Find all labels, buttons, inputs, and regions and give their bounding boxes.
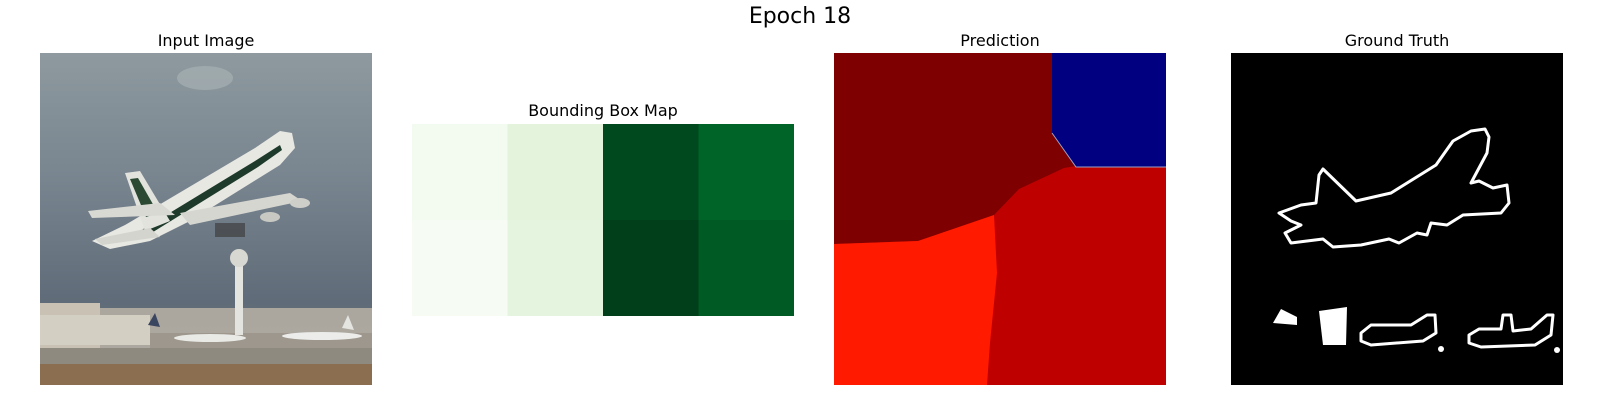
- small-object-1: [1273, 309, 1297, 325]
- ground-truth-title: Ground Truth: [1344, 31, 1450, 50]
- prediction-title: Prediction: [960, 31, 1040, 50]
- bbox-cell-r1-c0: [412, 220, 508, 316]
- bbox-map: [412, 124, 794, 316]
- figure-title: Epoch 18: [748, 4, 852, 29]
- small-object-2: [1319, 307, 1347, 345]
- prediction-region-navy: [1052, 53, 1166, 167]
- bbox-cell-r0-c0: [412, 124, 508, 221]
- prediction-region-bright-red: [834, 215, 997, 385]
- bbox-cell-r0-c2: [603, 124, 699, 221]
- prediction-region-dark-red: [834, 53, 1076, 244]
- parked-plane-outline-2: [1467, 313, 1555, 349]
- ground-truth-mask: [1231, 53, 1563, 385]
- parked-plane-outline-1: [1359, 313, 1438, 347]
- main-plane-outline: [1277, 127, 1511, 249]
- input-image-title: Input Image: [157, 31, 255, 50]
- bbox-cell-r1-c3: [698, 220, 794, 316]
- prediction-map: [834, 53, 1166, 385]
- bbox-cell-r0-c1: [507, 124, 604, 221]
- bbox-cell-r0-c3: [698, 124, 794, 221]
- bbox-cell-r1-c1: [507, 220, 604, 316]
- bbox-heatmap: [412, 124, 794, 316]
- input-image: [40, 53, 372, 385]
- bbox-cell-r1-c2: [603, 220, 699, 316]
- bbox-map-title: Bounding Box Map: [528, 101, 678, 120]
